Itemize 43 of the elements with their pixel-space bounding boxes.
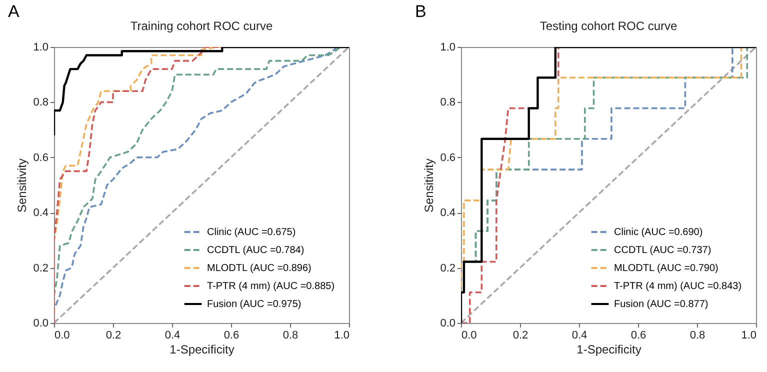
legend-label: MLODTL (AUC =0.790): [614, 263, 718, 274]
x-tick-label: 0.4: [164, 330, 180, 342]
y-axis-title: Sensitivity: [15, 158, 30, 213]
y-axis-title: Sensitivity: [422, 158, 436, 213]
chart-title: Training cohort ROC curve: [130, 19, 273, 33]
y-tick-label: 0.0: [33, 318, 48, 330]
x-tick-label: 0.8: [690, 330, 706, 342]
legend-label: T-PTR (4 mm) (AUC =0.843): [614, 281, 742, 292]
y-tick-label: 0.4: [440, 207, 456, 220]
legend-label: CCDTL (AUC =0.737): [614, 245, 712, 256]
y-tick-label: 0.6: [440, 152, 456, 164]
legend-label: Clinic (AUC =0.690): [614, 227, 703, 238]
legend-label: Fusion (AUC =0.975): [207, 299, 302, 310]
x-tick-label: 1.0: [741, 330, 756, 342]
y-tick-label: 0.8: [33, 96, 48, 109]
x-tick-label: 0.2: [512, 330, 528, 342]
x-tick-label: 0.0: [462, 330, 477, 342]
x-tick-label: 1.0: [334, 330, 350, 342]
y-tick-label: 0.6: [33, 152, 48, 164]
x-tick-label: 0.6: [630, 330, 646, 342]
x-axis-title: 1-Specificity: [170, 342, 234, 356]
y-tick-label: 0.2: [33, 262, 48, 274]
y-tick-label: 0.4: [33, 207, 48, 220]
y-tick-label: 0.2: [440, 262, 456, 274]
legend-label: MLODTL (AUC =0.896): [207, 263, 312, 274]
legend-label: T-PTR (4 mm) (AUC =0.885): [207, 281, 335, 292]
y-tick-label: 0.8: [440, 96, 456, 109]
legend-label: Fusion (AUC =0.877): [614, 299, 708, 310]
line-series: [54, 47, 349, 136]
x-tick-label: 0.6: [224, 330, 240, 342]
y-tick-label: 1.0: [33, 42, 48, 54]
x-tick-label: 0.4: [572, 330, 588, 342]
text: B: [415, 2, 426, 22]
legend-label: Clinic (AUC =0.675): [207, 227, 296, 238]
x-axis-title: 1-Specificity: [576, 342, 642, 356]
x-tick-label: 0.8: [282, 330, 298, 342]
x-tick-label: 0.0: [54, 330, 70, 342]
y-tick-label: 0.0: [440, 318, 456, 330]
chart-title: Testing cohort ROC curve: [540, 19, 678, 33]
y-tick-label: 1.0: [440, 42, 456, 54]
legend-label: CCDTL (AUC =0.784): [207, 245, 304, 256]
text: A: [8, 2, 20, 22]
x-tick-label: 0.2: [106, 330, 122, 342]
